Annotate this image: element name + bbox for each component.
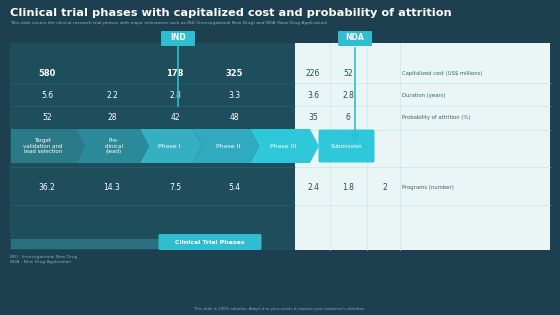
FancyBboxPatch shape [319,129,375,163]
Text: 7.5: 7.5 [169,182,181,192]
Text: IND: IND [170,33,186,42]
Text: 52: 52 [42,113,52,123]
Text: 178: 178 [166,68,184,77]
Text: 42: 42 [170,113,180,123]
Text: Pre-
clinical
(lead): Pre- clinical (lead) [105,138,124,154]
Bar [11,239,199,249]
Polygon shape [250,129,319,163]
Text: 2.8: 2.8 [342,90,354,100]
Text: 3.3: 3.3 [228,90,240,100]
Text: Capitalized cost (US$ millions): Capitalized cost (US$ millions) [402,71,483,76]
Text: 48: 48 [229,113,239,123]
Text: 5.4: 5.4 [228,182,240,192]
Text: Phase III: Phase III [270,144,296,148]
Text: 2.4: 2.4 [307,182,319,192]
Text: Target
validation and
lead selection: Target validation and lead selection [24,138,63,154]
Text: Phase II: Phase II [216,144,240,148]
Polygon shape [193,129,259,163]
Text: Clinical Trial Phases: Clinical Trial Phases [175,239,245,244]
Text: 28: 28 [108,113,116,123]
Text: 2.2: 2.2 [106,90,118,100]
Text: 14.3: 14.3 [104,182,120,192]
Text: Probability of attrition (%): Probability of attrition (%) [402,116,470,121]
FancyBboxPatch shape [161,31,195,46]
Text: 35: 35 [308,113,318,123]
Text: This slide covers the clinical research trial phases with major milestones such : This slide covers the clinical research … [10,21,328,25]
FancyBboxPatch shape [338,31,372,46]
Text: 325: 325 [225,68,242,77]
Text: IND : Investigational New Drug: IND : Investigational New Drug [10,255,77,259]
Text: 2: 2 [382,182,388,192]
Polygon shape [11,129,85,163]
Bar [10,43,295,250]
Text: This slide is 100% editable. Adapt it to your needs & capture your audience's at: This slide is 100% editable. Adapt it to… [194,307,366,311]
Text: 52: 52 [343,68,353,77]
Polygon shape [140,129,202,163]
FancyBboxPatch shape [158,234,262,250]
Text: 580: 580 [38,68,55,77]
Text: NDA : New Drug Application: NDA : New Drug Application [10,260,71,264]
Text: 6: 6 [346,113,351,123]
Text: Duration (years): Duration (years) [402,93,446,98]
Bar [295,43,550,250]
Text: Submission: Submission [331,144,362,148]
Text: Phase I: Phase I [158,144,180,148]
Text: 2.8: 2.8 [169,90,181,100]
Text: 1.8: 1.8 [342,182,354,192]
Text: Clinical trial phases with capitalized cost and probability of attrition: Clinical trial phases with capitalized c… [10,8,452,18]
Text: 36.2: 36.2 [39,182,55,192]
Polygon shape [76,129,149,163]
Text: NDA: NDA [346,33,365,42]
Text: 226: 226 [306,68,320,77]
Text: 5.6: 5.6 [41,90,53,100]
Text: Programs (number): Programs (number) [402,185,454,190]
Text: 3.6: 3.6 [307,90,319,100]
